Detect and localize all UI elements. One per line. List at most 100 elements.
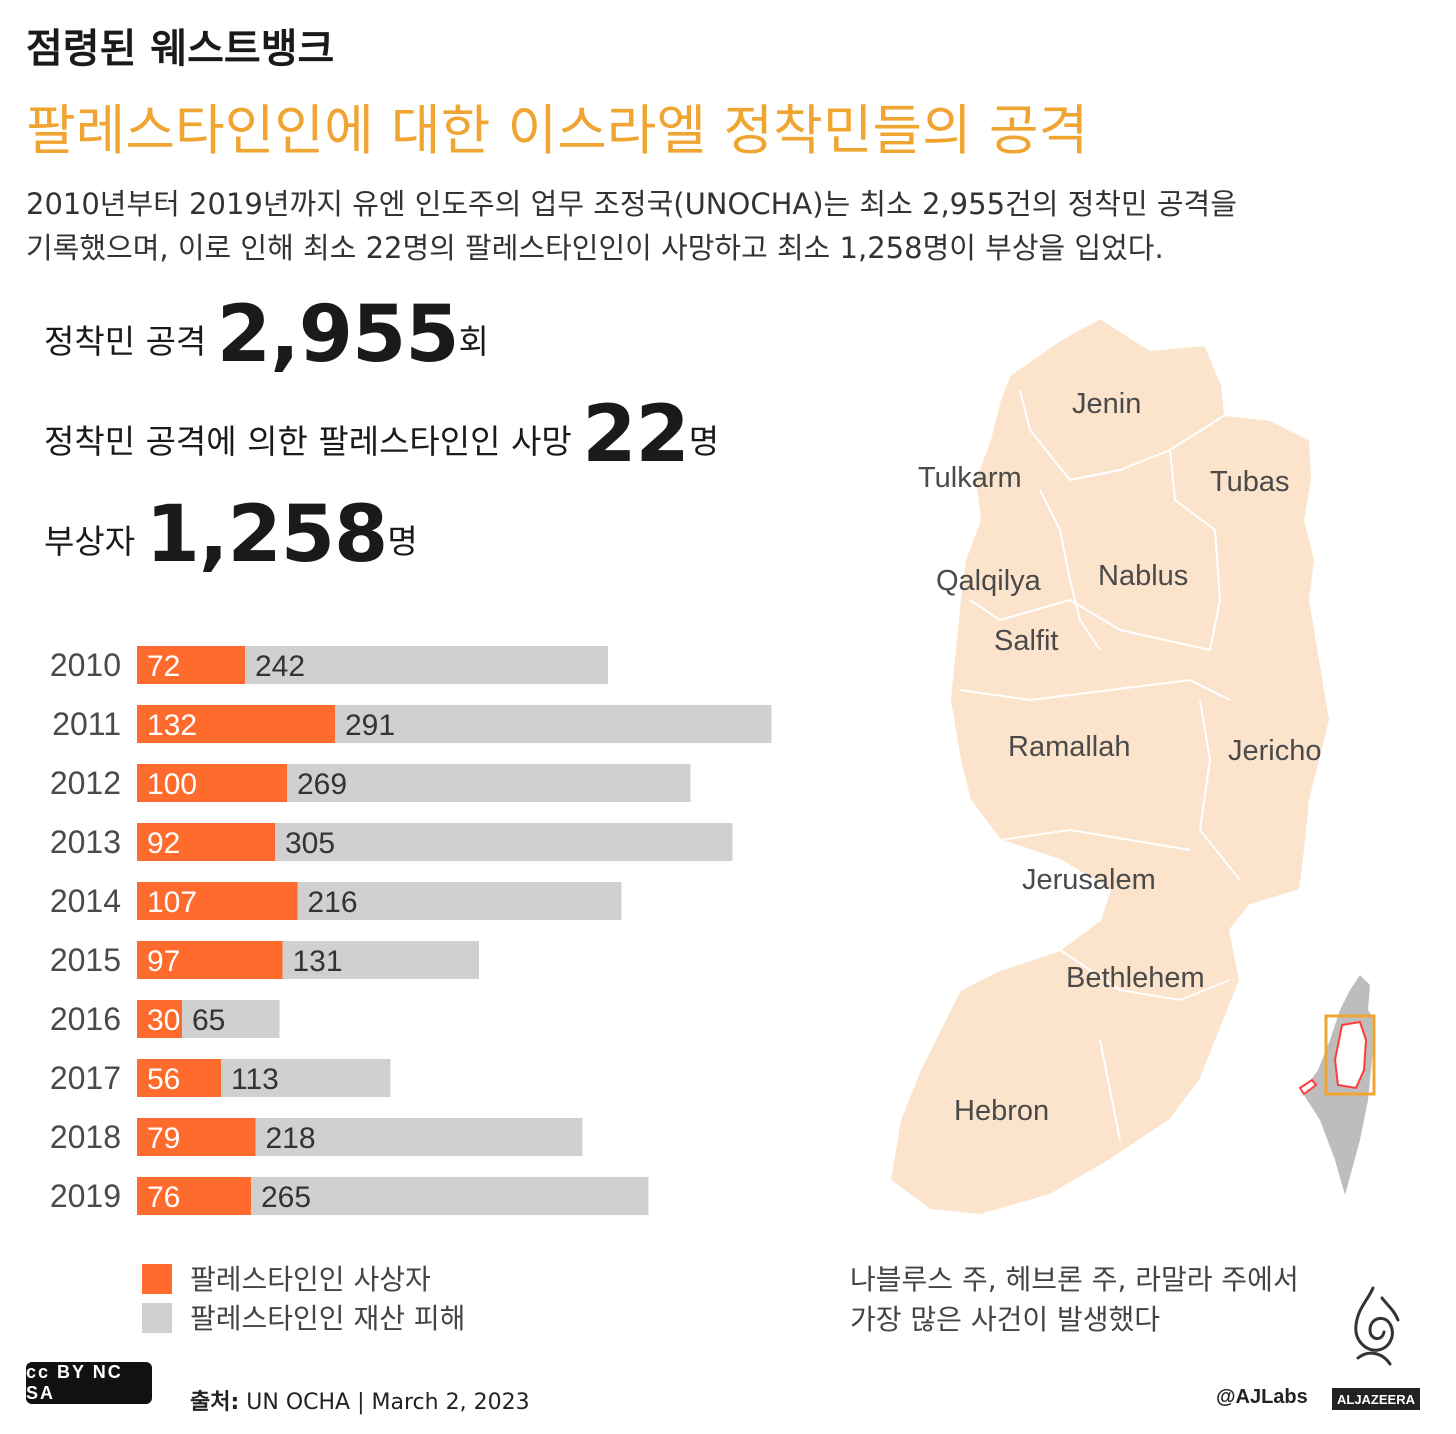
map-note: 나블루스 주, 헤브론 주, 라말라 주에서 가장 많은 사건이 발생했다 (850, 1260, 1299, 1340)
inset-west-bank (1333, 1020, 1368, 1090)
year-label-2013: 2013 (50, 824, 121, 860)
source-value: UN OCHA (246, 1390, 351, 1415)
bar-label-casualties-2014: 107 (147, 886, 197, 919)
year-label-2016: 2016 (50, 1001, 121, 1037)
bar-label-property-2015: 131 (293, 945, 343, 978)
map-label-ramallah: Ramallah (1008, 731, 1131, 763)
stat-injuries-label: 부상자 (44, 522, 136, 561)
bar-property-2011 (335, 705, 772, 743)
bar-property-2018 (255, 1118, 583, 1156)
west-bank-shape (888, 316, 1332, 1217)
map-label-salfit: Salfit (994, 625, 1058, 657)
source-separator: | (357, 1390, 365, 1415)
bar-label-property-2017: 113 (231, 1063, 279, 1096)
bar-label-casualties-2012: 100 (147, 768, 197, 801)
aljazeera-brand-badge: ALJAZEERA (1332, 1388, 1420, 1410)
inset-gaza (1298, 1078, 1318, 1096)
page-subtitle: 팔레스타인인에 대한 이스라엘 정착민들의 공격 (26, 99, 1089, 162)
legend-item-property: 팔레스타인인 재산 피해 (142, 1297, 465, 1337)
intro-line-2: 기록했으며, 이로 인해 최소 22명의 팔레스타인인이 사망하고 최소 1,2… (26, 231, 1164, 265)
west-bank-map: Jenin Tulkarm Tubas Qalqilya Nablus Salfit Ram… (888, 316, 1376, 1217)
page-title: 점령된 웨스트뱅크 (26, 26, 335, 72)
bar-label-property-2018: 218 (266, 1122, 316, 1155)
intro-text: 2010년부터 2019년까지 유엔 인도주의 업무 조정국(UNOCHA)는 … (26, 182, 1416, 270)
stat-attacks-label: 정착민 공격 (44, 322, 207, 361)
year-label-2012: 2012 (50, 765, 121, 801)
bar-property-2010 (245, 646, 608, 684)
map-label-tulkarm: Tulkarm (918, 462, 1022, 494)
source-label: 출처: (190, 1390, 240, 1415)
legend-label-property: 팔레스타인인 재산 피해 (190, 1302, 466, 1335)
legend-swatch-casualties (142, 1264, 172, 1294)
map-label-qalqilya: Qalqilya (936, 565, 1042, 597)
ajlabs-handle: @AJLabs (1216, 1386, 1308, 1408)
map-label-jerusalem: Jerusalem (1022, 864, 1156, 896)
map-note-line-2: 가장 많은 사건이 발생했다 (850, 1303, 1161, 1336)
bar-property-2014 (297, 882, 622, 920)
bar-label-casualties-2015: 97 (147, 945, 180, 978)
stat-attacks-unit: 회 (458, 322, 489, 361)
bar-casualties-2010 (137, 646, 245, 684)
map-label-bethlehem: Bethlehem (1066, 962, 1205, 994)
bar-label-property-2011: 291 (345, 709, 395, 742)
stat-deaths-unit: 명 (688, 422, 720, 461)
source-line: 출처: UN OCHA | March 2, 2023 (190, 1384, 530, 1416)
bar-property-2016 (182, 1000, 280, 1038)
year-label-2014: 2014 (50, 883, 121, 919)
cc-license-badge: cc BY NC SA (26, 1362, 152, 1404)
bar-casualties-2013 (137, 823, 275, 861)
district-borders (959, 389, 1241, 1141)
bar-label-property-2014: 216 (308, 886, 358, 919)
bar-casualties-2015 (137, 941, 283, 979)
bar-label-property-2010: 242 (255, 650, 305, 683)
bar-label-property-2019: 265 (261, 1181, 311, 1214)
aljazeera-logo-icon (1354, 1286, 1400, 1366)
bar-chart: 2010 72 242 2011 132 291 2012 100 269 2013 92 305 20… (50, 646, 772, 1215)
map-label-tubas: Tubas (1210, 466, 1290, 498)
source-date: March 2, 2023 (371, 1390, 530, 1415)
legend-swatch-property (142, 1303, 172, 1333)
legend-item-casualties: 팔레스타인인 사상자 (142, 1258, 431, 1298)
bar-property-2013 (275, 823, 733, 861)
bar-label-casualties-2017: 56 (147, 1063, 180, 1096)
stat-deaths-label: 정착민 공격에 의한 팔레스타인인 사망 (44, 422, 572, 461)
bar-casualties-2018 (137, 1118, 256, 1156)
year-label-2015: 2015 (50, 942, 121, 978)
year-label-2017: 2017 (50, 1060, 121, 1096)
year-label-2019: 2019 (50, 1178, 121, 1214)
inset-map (1298, 975, 1376, 1195)
map-label-hebron: Hebron (954, 1095, 1049, 1127)
year-label-2011: 2011 (52, 706, 121, 742)
bar-casualties-2011 (137, 705, 335, 743)
bar-property-2019 (251, 1177, 649, 1215)
bar-label-property-2013: 305 (285, 827, 335, 860)
bar-property-2012 (287, 764, 691, 802)
stat-injuries-value: 1,258 (145, 490, 389, 580)
bar-label-casualties-2016: 30 (147, 1004, 180, 1037)
bar-label-casualties-2019: 76 (147, 1181, 180, 1214)
legend-label-casualties: 팔레스타인인 사상자 (190, 1263, 431, 1296)
bar-label-casualties-2013: 92 (147, 827, 180, 860)
stat-deaths: 정착민 공격에 의한 팔레스타인인 사망 22명 (44, 390, 719, 480)
map-note-line-1: 나블루스 주, 헤브론 주, 라말라 주에서 (850, 1263, 1299, 1296)
stat-injuries: 부상자 1,258명 (44, 490, 418, 580)
map-label-jenin: Jenin (1072, 388, 1141, 420)
stat-deaths-value: 22 (582, 390, 690, 480)
bar-label-casualties-2011: 132 (147, 709, 197, 742)
map-label-nablus: Nablus (1098, 560, 1188, 592)
bar-label-property-2016: 65 (192, 1004, 225, 1037)
bar-label-casualties-2010: 72 (147, 650, 180, 683)
bar-label-property-2012: 269 (297, 768, 347, 801)
bar-casualties-2019 (137, 1177, 251, 1215)
stat-injuries-unit: 명 (387, 522, 418, 561)
bar-casualties-2017 (137, 1059, 221, 1097)
year-label-2010: 2010 (50, 647, 121, 683)
inset-highlight-box (1324, 1014, 1376, 1096)
bar-casualties-2014 (137, 882, 298, 920)
bar-label-casualties-2018: 79 (147, 1122, 180, 1155)
stat-attacks: 정착민 공격 2,955회 (44, 290, 489, 380)
bar-property-2017 (221, 1059, 391, 1097)
stat-attacks-value: 2,955 (216, 290, 460, 380)
year-label-2018: 2018 (50, 1119, 121, 1155)
bar-property-2015 (282, 941, 479, 979)
